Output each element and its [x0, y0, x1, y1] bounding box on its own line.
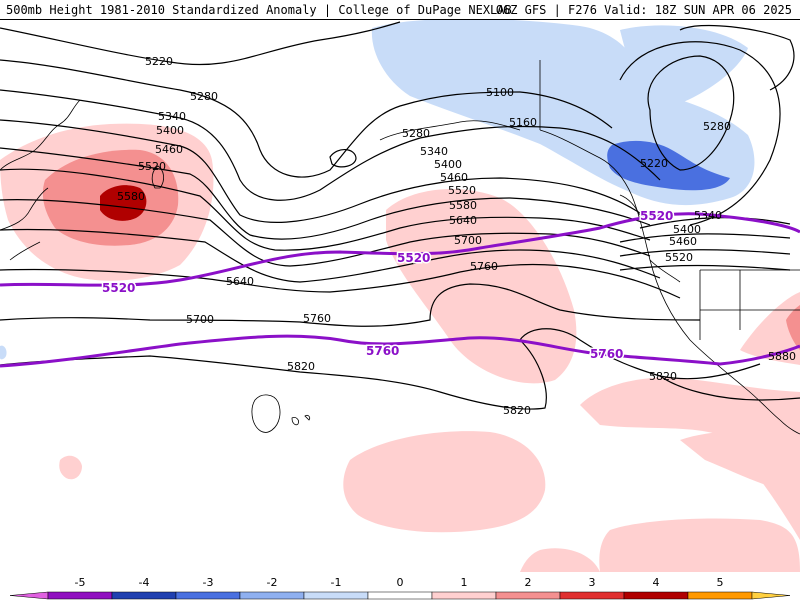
colorbar-tick-label: 4 — [653, 576, 660, 589]
negative-anomaly-shading — [0, 20, 755, 360]
contour-label: 5880 — [768, 350, 796, 363]
colorbar-swatch — [623, 591, 689, 600]
contour-label: 5820 — [287, 360, 315, 373]
contour-label: 5580 — [449, 199, 477, 212]
purple-contours — [0, 212, 800, 368]
colorbar-tick-label: -4 — [139, 576, 150, 589]
contour-label: 5400 — [673, 223, 701, 236]
contour-label: 5700 — [454, 234, 482, 247]
contour-label: 5520 — [138, 160, 166, 173]
contour-label: 5820 — [649, 370, 677, 383]
contour-label: 5640 — [449, 214, 477, 227]
colorbar-tick-label: 3 — [589, 576, 596, 589]
purple-contour-label: 5760 — [366, 344, 399, 358]
contour-label: 5760 — [470, 260, 498, 273]
coastlines — [0, 60, 800, 435]
contour-label: 5280 — [190, 90, 218, 103]
contour-label: 5100 — [486, 86, 514, 99]
contour-label: 5340 — [158, 110, 186, 123]
contour-label: 5400 — [156, 124, 184, 137]
contour-label: 5220 — [145, 55, 173, 68]
purple-contour-label: 5520 — [397, 251, 430, 265]
colorbar-tick-label: 2 — [525, 576, 532, 589]
colorbar-swatch — [495, 591, 561, 600]
purple-contour-label: 5760 — [590, 347, 623, 361]
colorbar-arrow-left — [9, 591, 49, 600]
colorbar-swatch — [559, 591, 625, 600]
model-valid-time: 06Z GFS | F276 Valid: 18Z SUN APR 06 202… — [495, 3, 792, 17]
contour-label: 5460 — [155, 143, 183, 156]
contour-label: 5220 — [640, 157, 668, 170]
contour-label: 5760 — [303, 312, 331, 325]
contour-label: 5340 — [694, 209, 722, 222]
contour-label: 5520 — [665, 251, 693, 264]
colorbar-swatch — [367, 591, 433, 600]
contour-label: 5640 — [226, 275, 254, 288]
anomaly-colorbar: -5 -4 -3 -2 -1 0 1 2 3 4 5 — [9, 576, 791, 600]
height-contours — [0, 21, 800, 410]
purple-contour-label: 5520 — [640, 209, 673, 223]
contour-label: 5820 — [503, 404, 531, 417]
colorbar-swatch — [47, 591, 113, 600]
colorbar-swatches — [9, 591, 791, 600]
contour-label: 5460 — [440, 171, 468, 184]
colorbar-tick-label: 5 — [717, 576, 724, 589]
contour-label: 5340 — [420, 145, 448, 158]
contour-label: 5280 — [402, 127, 430, 140]
colorbar-swatch — [303, 591, 369, 600]
colorbar-tick-label: 0 — [397, 576, 404, 589]
colorbar-swatch — [239, 591, 305, 600]
contour-label: 5580 — [117, 190, 145, 203]
contour-label: 5400 — [434, 158, 462, 171]
contour-label: 5700 — [186, 313, 214, 326]
colorbar-swatch — [175, 591, 241, 600]
positive-anomaly-shading — [0, 123, 800, 572]
colorbar-swatch — [431, 591, 497, 600]
contour-label: 5520 — [448, 184, 476, 197]
purple-contour-label: 5520 — [102, 281, 135, 295]
colorbar-tick-label: -3 — [203, 576, 214, 589]
contour-label: 5160 — [509, 116, 537, 129]
colorbar-tick-labels: -5 -4 -3 -2 -1 0 1 2 3 4 5 — [75, 576, 724, 589]
purple-contour-labels: 5520 5520 5520 5760 5760 — [101, 208, 675, 363]
colorbar-tick-label: -2 — [267, 576, 278, 589]
anomaly-map: 5220 5280 5340 5400 5460 5520 5580 5100 … — [0, 20, 800, 572]
colorbar-tick-label: 1 — [461, 576, 468, 589]
colorbar-arrow-right — [751, 591, 791, 600]
contour-label: 5460 — [669, 235, 697, 248]
colorbar-swatch — [111, 591, 177, 600]
colorbar-tick-label: -1 — [331, 576, 342, 589]
contour-label: 5280 — [703, 120, 731, 133]
contour-labels: 5220 5280 5340 5400 5460 5520 5580 5100 … — [117, 55, 796, 417]
colorbar-tick-label: -5 — [75, 576, 86, 589]
colorbar-swatch — [687, 591, 753, 600]
map-title: 500mb Height 1981-2010 Standardized Anom… — [6, 3, 512, 17]
header-bar: 500mb Height 1981-2010 Standardized Anom… — [0, 0, 800, 20]
